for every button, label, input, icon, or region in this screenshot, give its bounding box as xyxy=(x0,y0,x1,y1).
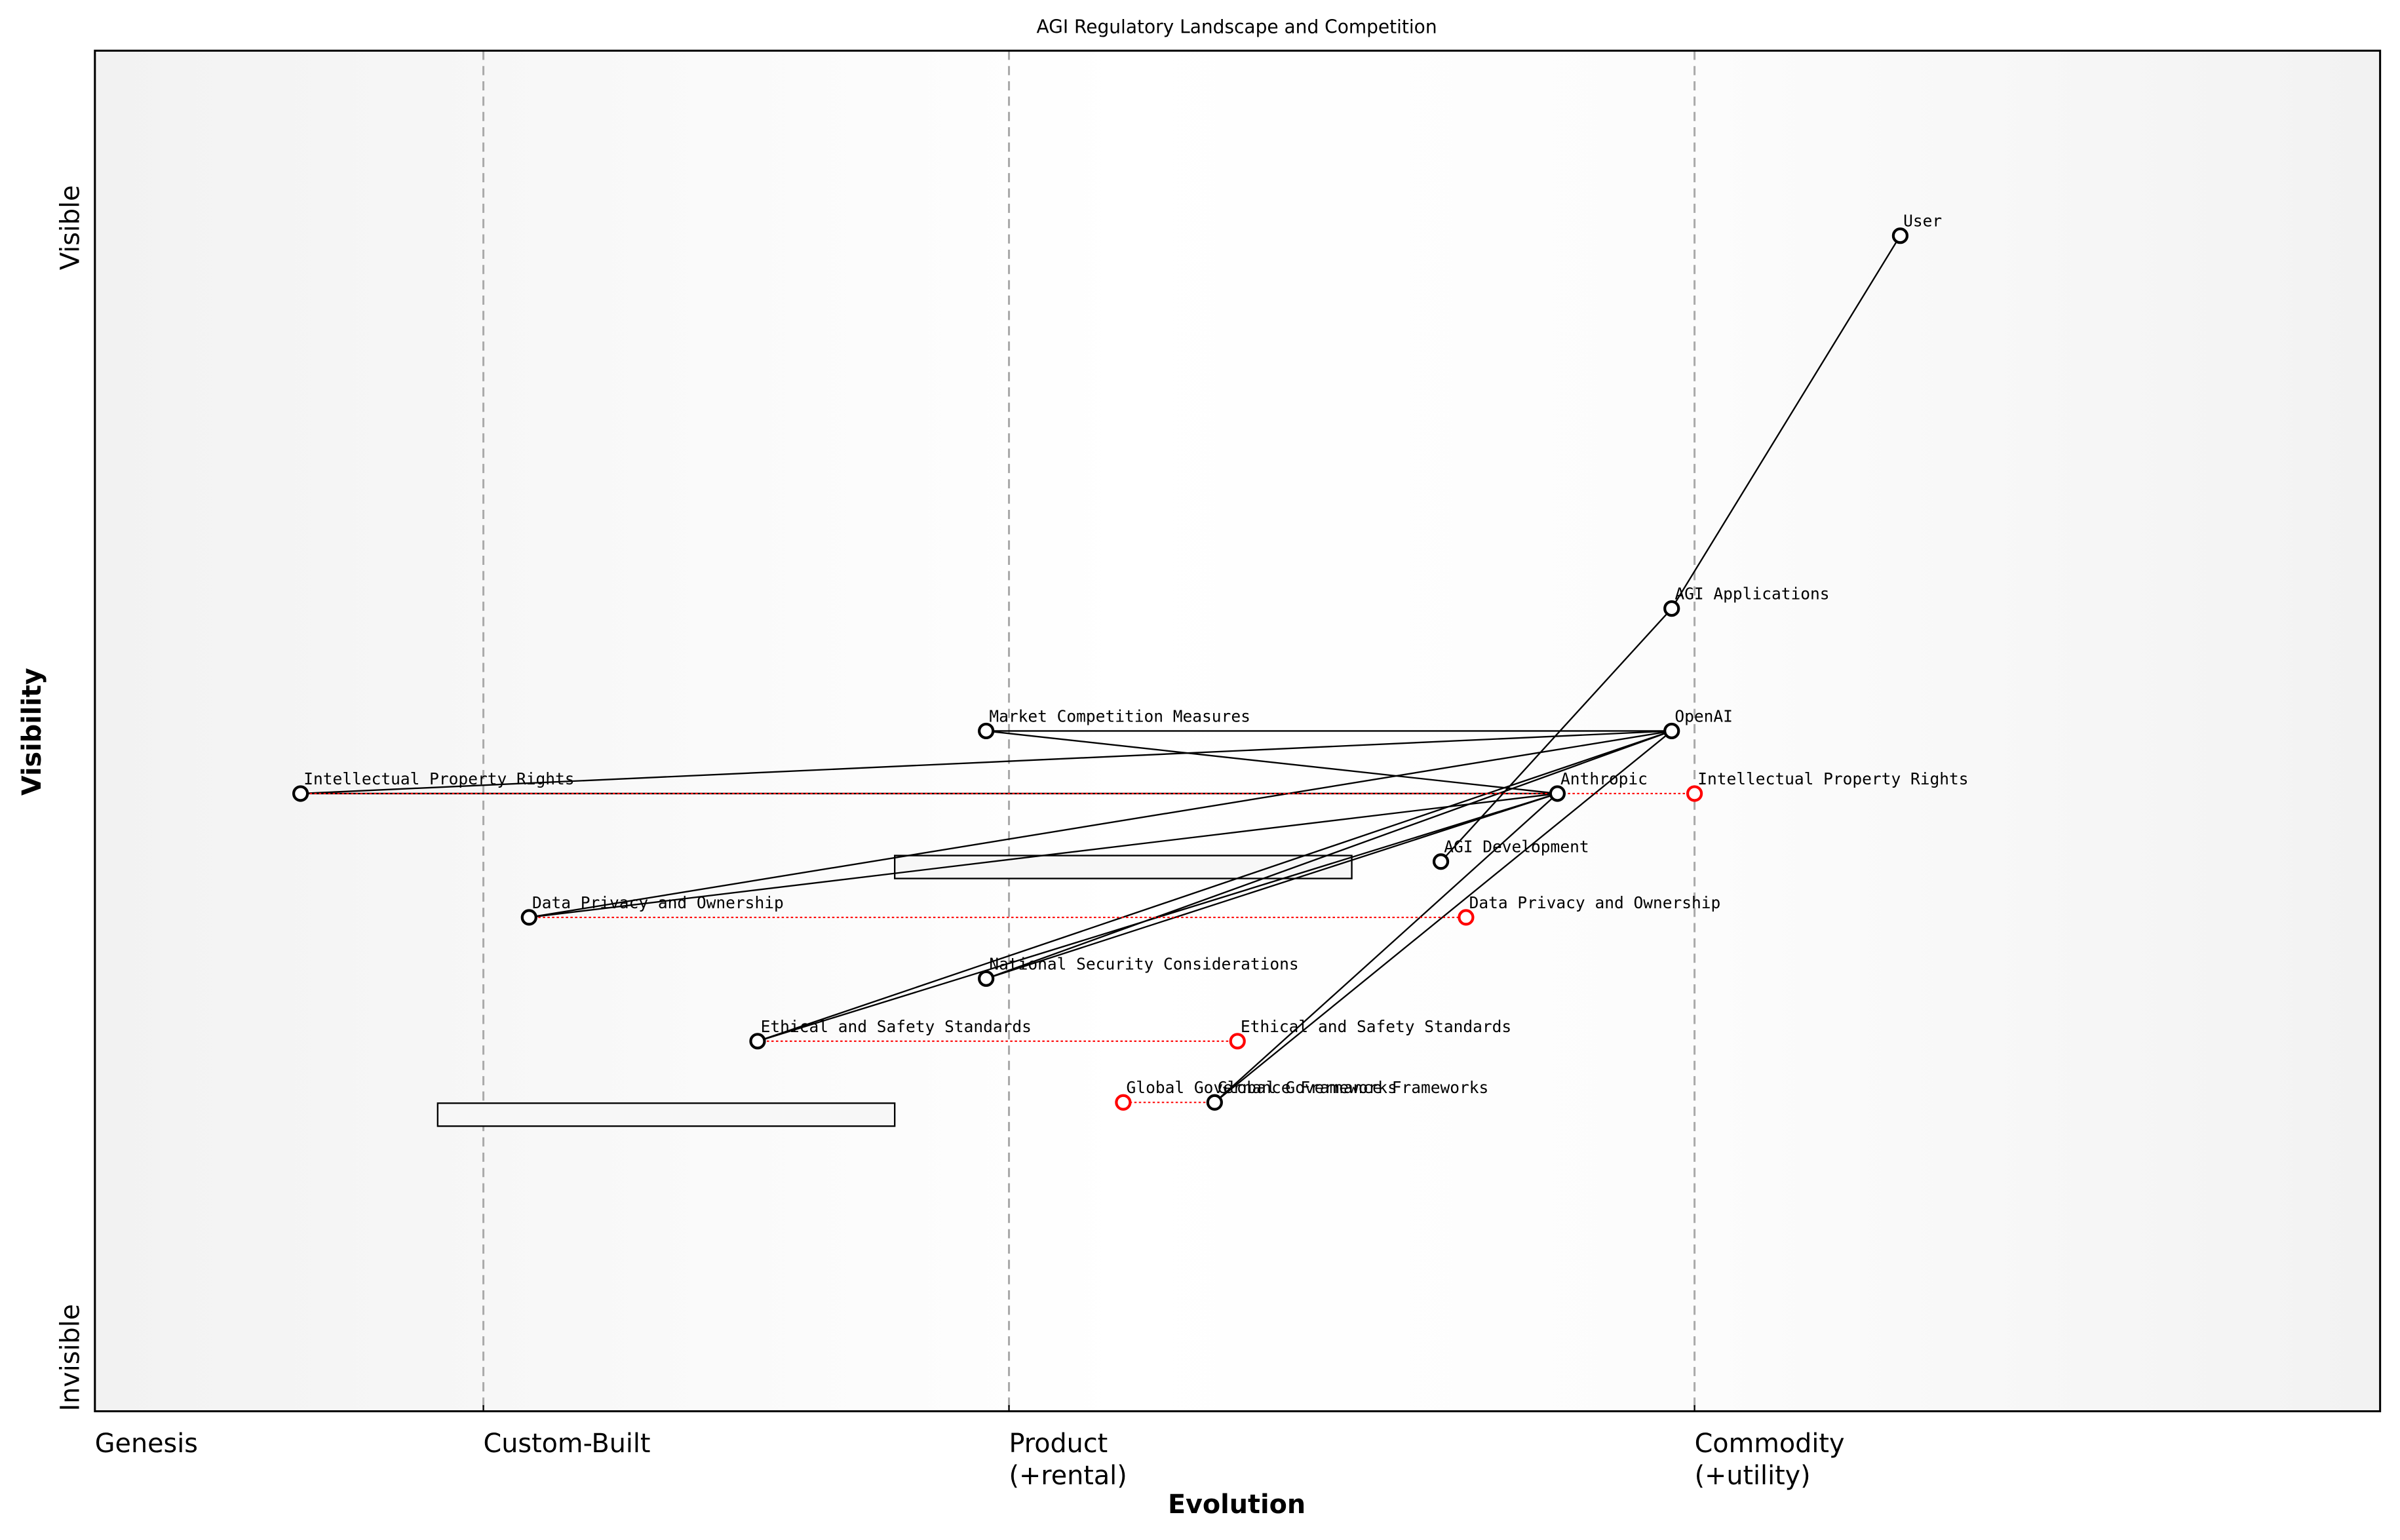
component xyxy=(1663,600,1680,617)
evolved-component xyxy=(1229,1033,1246,1050)
component-label: User xyxy=(1903,212,1942,231)
component xyxy=(292,785,309,802)
link xyxy=(757,730,1673,1042)
y-axis-label: Visibility xyxy=(17,668,47,796)
evolved-label: Global Governance Frameworks xyxy=(1127,1078,1397,1097)
link xyxy=(300,730,1672,795)
component-label: AGI Applications xyxy=(1674,585,1829,604)
x-tick-label: Custom-Built xyxy=(484,1428,651,1458)
link xyxy=(1671,235,1901,609)
component-label: Data Privacy and Ownership xyxy=(532,893,784,912)
component xyxy=(520,909,537,926)
x-tick-label: Product (+rental) xyxy=(1009,1428,1127,1490)
plot-frame xyxy=(94,49,2382,1413)
evolved-label: Data Privacy and Ownership xyxy=(1469,893,1721,912)
component-label: Global Governance Frameworks xyxy=(1218,1078,1488,1097)
link xyxy=(1214,793,1558,1104)
x-tick-label: Commodity (+utility) xyxy=(1695,1428,1845,1490)
x-tick-label: Genesis xyxy=(95,1428,198,1458)
component xyxy=(978,722,995,740)
pipeline xyxy=(436,1102,896,1127)
y-tick-label: Visible xyxy=(55,185,85,270)
component-label: Anthropic xyxy=(1560,769,1648,788)
component-label: OpenAI xyxy=(1674,706,1733,725)
component xyxy=(1432,853,1450,870)
component xyxy=(1206,1094,1223,1111)
evolved-label: Intellectual Property Rights xyxy=(1697,769,1968,788)
link xyxy=(986,792,1558,980)
component-label: Market Competition Measures xyxy=(989,706,1250,725)
component xyxy=(1663,722,1680,740)
evolved-component xyxy=(1686,785,1703,802)
evolved-component xyxy=(1458,909,1475,926)
link xyxy=(986,730,1673,980)
component xyxy=(978,970,995,987)
component-label: Ethical and Safety Standards xyxy=(761,1017,1032,1036)
y-tick-label: Invisible xyxy=(55,1304,85,1412)
evolved-component xyxy=(1115,1094,1132,1111)
component-label: Intellectual Property Rights xyxy=(303,769,574,788)
pipeline xyxy=(894,855,1353,879)
link xyxy=(757,792,1558,1042)
component xyxy=(1891,227,1909,244)
component xyxy=(1549,785,1566,802)
component-label: AGI Development xyxy=(1444,837,1589,857)
link xyxy=(529,792,1558,919)
evolved-label: Ethical and Safety Standards xyxy=(1241,1017,1511,1036)
component xyxy=(749,1033,766,1050)
x-axis-label: Evolution xyxy=(1168,1490,1306,1520)
link xyxy=(529,730,1672,919)
component-label: National Security Considerations xyxy=(989,954,1298,973)
link xyxy=(986,730,1558,795)
chart-title: AGI Regulatory Landscape and Competition xyxy=(1037,16,1437,37)
